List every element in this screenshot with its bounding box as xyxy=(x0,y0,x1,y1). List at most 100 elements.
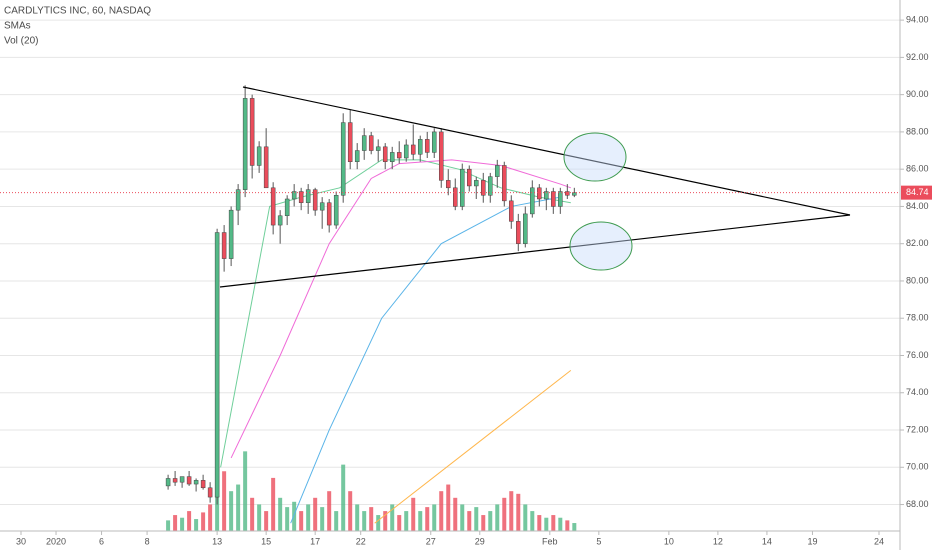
volume-bar xyxy=(285,507,290,531)
volume-bar xyxy=(544,517,549,531)
volume-bar xyxy=(446,484,451,531)
volume-bar xyxy=(166,520,171,531)
candle-body xyxy=(572,192,577,196)
x-tick-label: 5 xyxy=(596,536,601,546)
x-tick-label: 19 xyxy=(807,536,817,546)
candle-body xyxy=(445,180,451,189)
candle-body xyxy=(277,215,283,226)
candle-body xyxy=(565,191,570,196)
x-tick-label: 15 xyxy=(261,536,271,546)
candle-layer xyxy=(165,85,577,505)
volume-bar xyxy=(243,451,248,531)
x-tick-label: 14 xyxy=(762,536,772,546)
volume-bar xyxy=(432,504,437,531)
volume-bar xyxy=(222,471,227,531)
candle-body xyxy=(242,98,248,190)
trendline-lower xyxy=(219,214,851,288)
candle-body xyxy=(284,198,290,217)
candle-body xyxy=(551,191,556,207)
candle-body xyxy=(249,98,255,166)
volume-bar xyxy=(474,507,479,531)
candle-body xyxy=(326,202,332,226)
volume-bar xyxy=(271,477,276,531)
sma-line xyxy=(374,370,572,524)
volume-bar xyxy=(278,497,283,531)
volume-bar xyxy=(180,517,185,531)
volume-bar xyxy=(320,507,325,531)
x-tick-label: 2020 xyxy=(46,536,66,546)
volume-bar xyxy=(208,504,213,531)
candle-body xyxy=(270,187,276,226)
candle-body xyxy=(207,487,213,498)
candle-body xyxy=(200,480,206,489)
volume-bar xyxy=(460,504,465,531)
grid xyxy=(0,19,900,506)
candle-body xyxy=(193,480,199,485)
candle-body xyxy=(481,180,486,196)
x-tick-label: 10 xyxy=(664,536,674,546)
candle-body xyxy=(340,122,346,196)
x-tick-label: 30 xyxy=(16,536,26,546)
candle-body xyxy=(389,152,395,162)
candle-body xyxy=(495,165,500,177)
ellipse-upper xyxy=(563,132,627,182)
volume-bar xyxy=(404,511,409,531)
volume-bar xyxy=(292,501,297,531)
x-tick-label: 24 xyxy=(874,536,884,546)
volume-bar xyxy=(572,523,577,531)
candle-body xyxy=(516,221,521,244)
x-tick-label: 22 xyxy=(356,536,366,546)
volume-bar xyxy=(376,515,381,531)
x-tick-label: 27 xyxy=(426,536,436,546)
candle-body xyxy=(438,131,444,181)
volume-bar xyxy=(264,511,269,531)
volume-bar xyxy=(453,497,458,531)
x-tick-label: 6 xyxy=(99,536,104,546)
y-tick-label: 86.00 xyxy=(906,164,929,174)
sma-line xyxy=(290,196,561,524)
volume-bar xyxy=(201,512,206,531)
x-tick-label: 17 xyxy=(310,536,320,546)
candle-body xyxy=(235,189,241,211)
y-tick-label: 74.00 xyxy=(906,387,929,397)
y-tick-label: 92.00 xyxy=(906,52,929,62)
volume-bar xyxy=(362,511,367,531)
x-tick-label: Feb xyxy=(542,536,558,546)
candle-body xyxy=(165,478,171,487)
indicator-label: Vol (20) xyxy=(4,36,38,47)
chart-title: CARDLYTICS INC, 60, NASDAQ xyxy=(4,6,151,17)
candle-body xyxy=(396,152,402,159)
volume-bar xyxy=(383,511,388,531)
volume-bar xyxy=(369,507,374,531)
volume-bar xyxy=(558,517,563,531)
candle-body xyxy=(509,200,514,222)
candle-body xyxy=(172,478,178,483)
volume-bar xyxy=(481,515,486,531)
volume-bar xyxy=(467,511,472,531)
volume-bar xyxy=(187,511,192,531)
candle-body xyxy=(228,209,234,259)
axes: 68.00 70.00 72.00 74.00 76.00 78.00 80.00 82.00… xyxy=(0,14,932,546)
y-tick-label: 84.00 xyxy=(906,201,929,211)
candle-body xyxy=(467,168,472,187)
candle-body xyxy=(263,146,269,189)
y-tick-label: 68.00 xyxy=(906,499,929,509)
candle-body xyxy=(312,189,318,211)
volume-bar xyxy=(194,519,199,531)
candle-body xyxy=(410,144,416,155)
volume-bar xyxy=(341,464,346,531)
volume-bar xyxy=(355,504,360,531)
y-tick-label: 72.00 xyxy=(906,424,929,434)
volume-bar xyxy=(299,511,304,531)
y-tick-label: 80.00 xyxy=(906,275,929,285)
last-price-box xyxy=(901,185,932,200)
volume-bar xyxy=(488,511,493,531)
volume-bar xyxy=(495,504,500,531)
y-tick-label: 76.00 xyxy=(906,350,929,360)
x-tick-label: 13 xyxy=(212,536,222,546)
volume-bar xyxy=(516,493,521,531)
volume-bar xyxy=(327,491,332,531)
candle-body xyxy=(214,232,220,498)
candle-body xyxy=(417,139,423,155)
x-tick-label: 29 xyxy=(475,536,485,546)
